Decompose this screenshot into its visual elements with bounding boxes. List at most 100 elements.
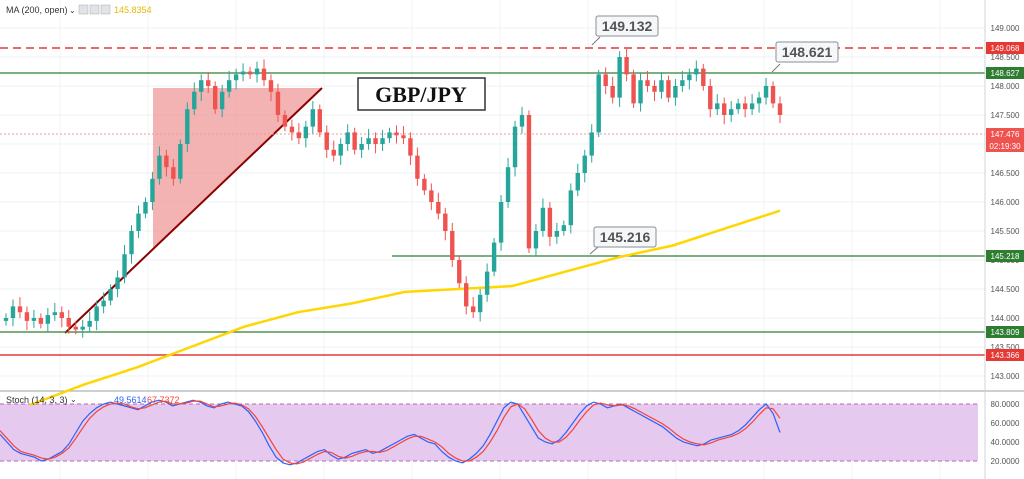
candle-bullish[interactable] <box>115 277 120 289</box>
candle-bullish[interactable] <box>108 289 113 301</box>
candle-bullish[interactable] <box>589 132 594 156</box>
candle-bullish[interactable] <box>519 115 525 127</box>
candle-bullish[interactable] <box>596 74 601 133</box>
callout-support[interactable]: 145.216 <box>589 226 657 255</box>
candle-bearish[interactable] <box>450 231 455 260</box>
ma-200-line[interactable] <box>29 209 781 407</box>
candle-bullish[interactable] <box>491 242 497 272</box>
candle-bearish[interactable] <box>171 167 176 179</box>
candle-bullish[interactable] <box>582 155 587 173</box>
candle-bearish[interactable] <box>526 115 532 249</box>
candle-bearish[interactable] <box>777 103 783 115</box>
candle-bullish[interactable] <box>87 320 92 327</box>
candle-bearish[interactable] <box>401 135 406 139</box>
candle-bullish[interactable] <box>10 306 16 318</box>
candle-bearish[interactable] <box>429 190 434 202</box>
stoch-k-line[interactable] <box>0 399 781 466</box>
candle-bearish[interactable] <box>206 80 211 86</box>
candle-bullish[interactable] <box>533 231 539 249</box>
candle-bearish[interactable] <box>722 103 727 115</box>
candle-bearish[interactable] <box>373 138 378 144</box>
stoch-axis[interactable]: 80.0000 60.0000 40.0000 20.0000 <box>991 400 1020 466</box>
candle-bearish[interactable] <box>415 155 420 179</box>
candle-bullish[interactable] <box>3 318 9 321</box>
callout-resistance[interactable]: 148.621 <box>771 41 839 73</box>
candle-bearish[interactable] <box>603 74 608 86</box>
candle-bullish[interactable] <box>303 126 309 139</box>
candle-bearish[interactable] <box>443 213 448 231</box>
candle-bullish[interactable] <box>687 74 692 81</box>
candle-bullish[interactable] <box>505 167 511 202</box>
candle-bullish[interactable] <box>715 103 720 110</box>
candle-bearish[interactable] <box>547 207 553 237</box>
chevron-down-icon[interactable]: ⌄ <box>69 6 76 15</box>
candle-bearish[interactable] <box>708 86 713 110</box>
stoch-d-line[interactable] <box>0 400 781 465</box>
candle-bullish[interactable] <box>150 178 155 202</box>
candle-bullish[interactable] <box>617 57 622 98</box>
candle-bearish[interactable] <box>645 80 650 86</box>
candle-bearish[interactable] <box>742 103 748 110</box>
close-icon[interactable] <box>100 4 111 15</box>
candle-bullish[interactable] <box>310 109 316 127</box>
candle-bearish[interactable] <box>73 326 78 330</box>
candle-bullish[interactable] <box>568 190 574 226</box>
candle-bearish[interactable] <box>296 132 302 139</box>
candle-bullish[interactable] <box>233 74 239 81</box>
candle-bullish[interactable] <box>638 80 643 104</box>
candle-bearish[interactable] <box>289 126 295 133</box>
candle-bearish[interactable] <box>701 68 706 86</box>
candle-bearish[interactable] <box>464 283 469 307</box>
candle-bullish[interactable] <box>136 213 141 231</box>
candle-bullish[interactable] <box>101 300 106 307</box>
candle-bullish[interactable] <box>728 109 734 115</box>
candle-bullish[interactable] <box>178 144 183 179</box>
candle-bullish[interactable] <box>680 80 685 86</box>
candle-bearish[interactable] <box>212 86 218 110</box>
candle-bullish[interactable] <box>756 97 762 104</box>
candle-bullish[interactable] <box>240 71 246 75</box>
candle-bearish[interactable] <box>652 86 657 92</box>
candle-bearish[interactable] <box>66 318 71 327</box>
candle-bullish[interactable] <box>338 144 343 156</box>
settings-icon[interactable] <box>89 4 100 15</box>
candle-bullish[interactable] <box>694 68 699 75</box>
candle-bearish[interactable] <box>282 115 288 127</box>
candle-bullish[interactable] <box>52 312 58 316</box>
candle-bearish[interactable] <box>394 132 399 136</box>
candle-bearish[interactable] <box>666 80 671 98</box>
candle-bearish[interactable] <box>331 149 336 156</box>
candle-bearish[interactable] <box>17 306 23 313</box>
candle-bullish[interactable] <box>80 326 85 330</box>
candle-bullish[interactable] <box>226 80 232 92</box>
candle-bullish[interactable] <box>380 138 385 144</box>
candle-bullish[interactable] <box>554 231 560 237</box>
candle-bearish[interactable] <box>408 138 413 156</box>
candle-bullish[interactable] <box>31 318 37 321</box>
candle-bearish[interactable] <box>352 132 357 150</box>
candle-bearish[interactable] <box>247 71 253 75</box>
candle-bearish[interactable] <box>24 312 30 321</box>
ma-legend[interactable]: MA (200, open) ⌄ 145.8354 <box>6 4 152 15</box>
candle-bearish[interactable] <box>624 57 629 75</box>
candle-bullish[interactable] <box>129 231 134 255</box>
candle-bullish[interactable] <box>254 68 260 75</box>
chevron-down-icon[interactable]: ⌄ <box>70 395 77 404</box>
candle-bearish[interactable] <box>268 80 274 92</box>
candle-bullish[interactable] <box>735 103 741 110</box>
candle-bullish[interactable] <box>359 144 364 150</box>
candle-bullish[interactable] <box>94 306 99 321</box>
candle-bearish[interactable] <box>457 260 462 284</box>
candle-bearish[interactable] <box>261 68 267 81</box>
candle-bearish[interactable] <box>631 74 636 104</box>
candle-bullish[interactable] <box>512 126 518 168</box>
candle-bullish[interactable] <box>157 155 162 179</box>
stoch-legend[interactable]: Stoch (14, 3, 3) ⌄ 49.5614 67.7372 <box>6 395 180 405</box>
candle-bullish[interactable] <box>575 173 580 191</box>
candle-bullish[interactable] <box>199 80 204 92</box>
candle-bullish[interactable] <box>477 294 483 313</box>
candle-bullish[interactable] <box>659 80 664 92</box>
candle-bearish[interactable] <box>317 109 322 133</box>
candle-bullish[interactable] <box>143 202 148 214</box>
